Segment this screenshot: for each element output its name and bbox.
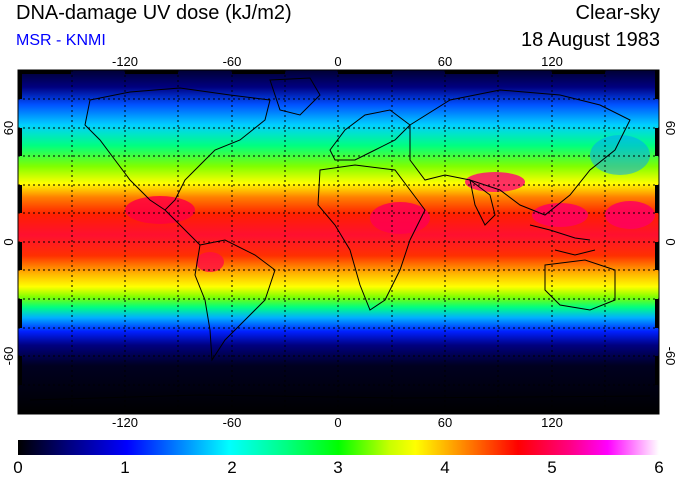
continent-outlines: [29, 77, 651, 401]
lon-tick-bottom: 0: [334, 415, 341, 430]
lon-tick-top: 120: [541, 54, 563, 69]
colorbar-label: 5: [547, 458, 557, 477]
lat-tick-left: 60: [1, 121, 16, 135]
lon-tick-bottom: -120: [112, 415, 138, 430]
chart-title: DNA-damage UV dose (kJ/m2): [16, 2, 292, 24]
colorbar-label: 6: [654, 458, 664, 477]
lon-tick-top: 60: [438, 54, 452, 69]
map-gridlines: [18, 70, 659, 414]
colorbar-label: 2: [227, 458, 237, 477]
data-source: MSR - KNMI: [16, 32, 106, 49]
lat-tick-right: -60: [663, 347, 678, 366]
lat-tick-left: -60: [1, 347, 16, 366]
colorbar-label: 0: [13, 458, 23, 477]
colorbar-label: 3: [333, 458, 343, 477]
map-frame: [17, 69, 660, 415]
lat-tick-right: 60: [663, 121, 678, 135]
lon-tick-bottom: 120: [541, 415, 563, 430]
lon-tick-bottom: 60: [438, 415, 452, 430]
lon-tick-top: -120: [112, 54, 138, 69]
lat-tick-right: 0: [663, 238, 678, 245]
date-label: 18 August 1983: [520, 29, 660, 51]
colorbar: [18, 440, 659, 455]
lat-tick-left: 0: [1, 238, 16, 245]
sky-condition: Clear-sky: [575, 2, 660, 24]
colorbar-label: 1: [120, 458, 130, 477]
lon-tick-top: 0: [334, 54, 341, 69]
colorbar-label: 4: [440, 458, 450, 477]
lon-tick-bottom: -60: [223, 415, 242, 430]
lon-tick-top: -60: [223, 54, 242, 69]
